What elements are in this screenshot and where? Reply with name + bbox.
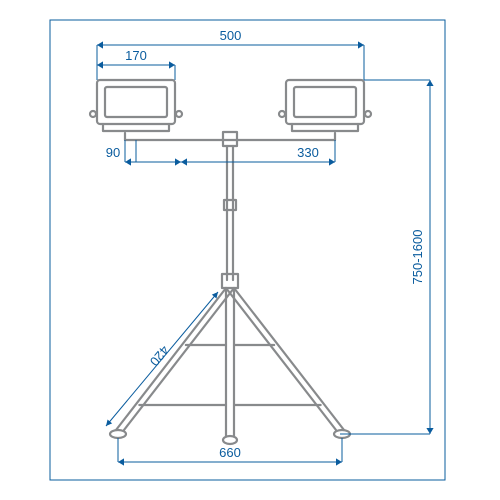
dim-arrow — [169, 61, 175, 68]
lamp-knob — [176, 111, 182, 117]
dim-label: 660 — [219, 445, 241, 460]
tripod-leg — [234, 288, 344, 430]
tripod-leg — [124, 288, 234, 430]
lamp-knob — [365, 111, 371, 117]
technical-diagram: 500 170 90 330 750-1600 420 660 — [0, 0, 500, 500]
dim-arrow — [118, 458, 124, 465]
dim-label: 420 — [147, 343, 172, 369]
dim-label: 750-1600 — [410, 230, 425, 285]
outer-dim-border — [50, 20, 445, 480]
dim-arrow — [97, 41, 103, 48]
tripod-hub — [222, 274, 238, 288]
lamp-knob — [279, 111, 285, 117]
dim-label: 330 — [297, 145, 319, 160]
dim-arrow — [181, 158, 187, 165]
pole-collar — [224, 200, 236, 210]
lamp-panel — [294, 87, 356, 117]
tripod-leg — [116, 288, 226, 430]
lamp-panel — [105, 87, 167, 117]
dim-arrow — [97, 61, 103, 68]
dim-arrow — [336, 458, 342, 465]
dim-arrow — [125, 158, 131, 165]
dim-arrow — [358, 41, 364, 48]
dim-label: 500 — [220, 28, 242, 43]
tripod-foot — [223, 436, 237, 444]
dim-arrow — [175, 158, 181, 165]
dim-arrow — [329, 158, 335, 165]
tripod-leg — [226, 288, 336, 430]
dim-arrow — [426, 80, 433, 86]
tripod-foot — [110, 430, 126, 438]
dim-arrow — [426, 428, 433, 434]
lamp-knob — [90, 111, 96, 117]
dim-label: 90 — [106, 145, 120, 160]
dim-label: 170 — [125, 48, 147, 63]
